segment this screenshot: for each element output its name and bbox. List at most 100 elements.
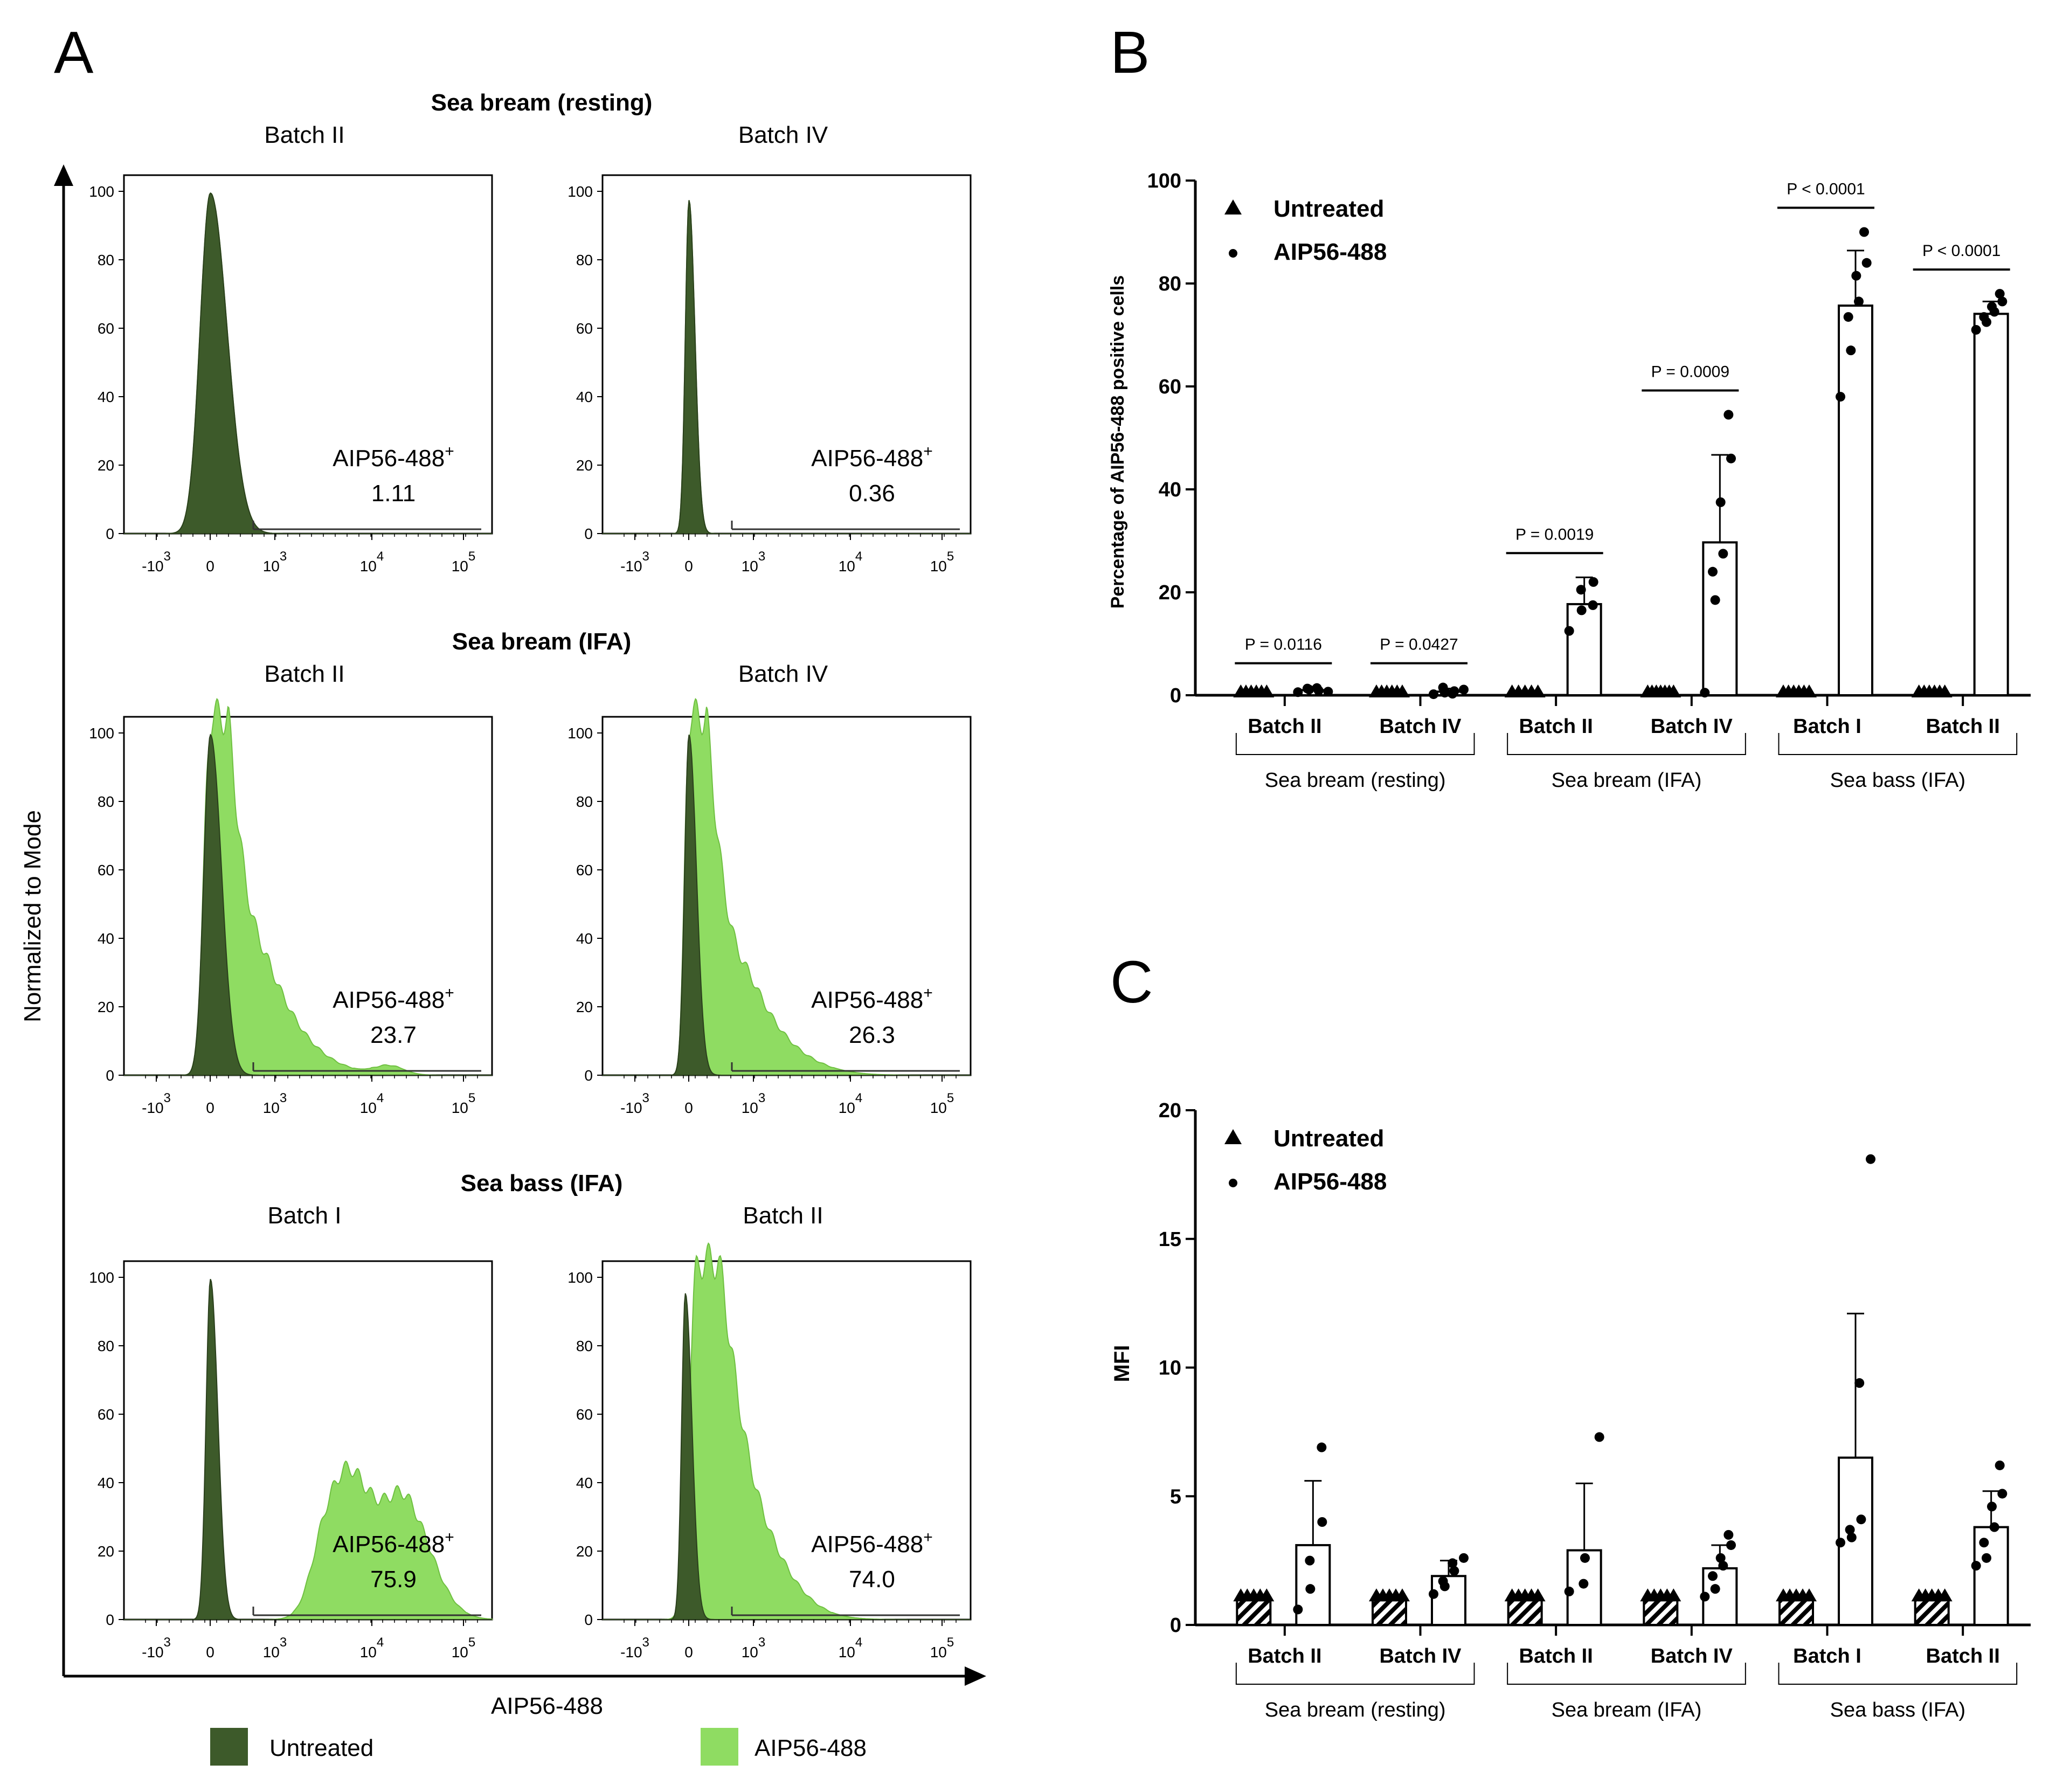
- point-untreated: [1395, 1588, 1410, 1602]
- point-aip56-488: [1576, 585, 1586, 595]
- histogram-y-tick-label: 20: [576, 457, 593, 474]
- group-label: Sea bass (IFA): [1830, 1699, 1965, 1721]
- panel-a-legend: Untreated AIP56-488: [210, 1728, 867, 1766]
- histogram-y-tick-label: 100: [567, 1269, 593, 1286]
- histogram-batch-label: Batch IV: [738, 122, 828, 148]
- histogram-y-tick-label: 100: [89, 1269, 114, 1286]
- histogram-x-tick-label: 103: [263, 549, 287, 575]
- histogram-y-tick-label: 80: [576, 1338, 593, 1354]
- point-aip56-488: [1710, 595, 1720, 605]
- bar-aip56-488: [1702, 541, 1738, 696]
- histogram-x-tick-label: -103: [620, 1091, 649, 1116]
- point-aip56-488: [1459, 684, 1469, 695]
- category-label: Batch II: [1248, 1645, 1321, 1668]
- legend-label-untreated: Untreated: [269, 1735, 373, 1761]
- histogram-x-tick-label: 105: [930, 1635, 954, 1660]
- point-untreated: [1802, 684, 1817, 697]
- histogram-x-tick-label: 0: [684, 558, 693, 575]
- point-aip56-488: [1989, 1522, 1999, 1532]
- point-aip56-488: [1317, 1517, 1327, 1527]
- histogram-plot: 0 20 40 60 80 100 -103 0 103 104 105 AIP56-488+ 0.36: [567, 174, 972, 575]
- bar-untreated: [1914, 1598, 1950, 1626]
- histogram-x-tick-label: -103: [620, 549, 649, 575]
- category-label: Batch I: [1793, 1645, 1861, 1668]
- legend-marker-untreated: [1224, 1129, 1242, 1144]
- point-aip56-488: [1459, 1553, 1469, 1563]
- histogram-frame: [601, 1260, 972, 1621]
- point-aip56-488: [1836, 392, 1845, 402]
- point-aip56-488: [1854, 1378, 1865, 1388]
- legend-label-untreated: Untreated: [1273, 196, 1384, 222]
- histogram-y-tick-label: 20: [98, 999, 114, 1015]
- histogram-untreated-curve: [603, 200, 971, 534]
- point-untreated: [1530, 1588, 1546, 1602]
- point-aip56-488: [1979, 312, 1989, 322]
- histogram-batch-label: Batch II: [264, 661, 344, 687]
- panel-a: Normalized to Mode AIP56-488 Sea bream (…: [19, 89, 986, 1766]
- histogram-y-tick-label: 0: [584, 1067, 593, 1084]
- point-aip56-488: [1854, 296, 1864, 307]
- histogram-x-tick-label: 103: [742, 1635, 766, 1660]
- histogram-y-tick-label: 80: [576, 252, 593, 268]
- histogram-x-tick-label: 0: [206, 558, 214, 575]
- point-aip56-488: [1971, 324, 1981, 335]
- bar-untreated: [1236, 1598, 1272, 1626]
- point-aip56-488: [1580, 1553, 1590, 1563]
- point-aip56-488: [1846, 345, 1856, 356]
- y-tick-label: 15: [1159, 1228, 1181, 1251]
- panel-label-c: C: [1110, 949, 1153, 1015]
- panel-c-chart: 0 5 10 15 20 Batch II Batch IV Batch II Batch IV…: [1159, 1099, 2031, 1721]
- group-bracket: [1507, 1663, 1746, 1685]
- y-tick-label: 40: [1159, 479, 1181, 501]
- significance-label: P = 0.0019: [1515, 525, 1594, 543]
- histogram-y-tick-label: 40: [576, 389, 593, 405]
- point-aip56-488: [1293, 687, 1303, 697]
- point-aip56-488: [1861, 258, 1872, 268]
- point-aip56-488: [1715, 1553, 1726, 1563]
- point-aip56-488: [1594, 1432, 1604, 1442]
- point-aip56-488: [1708, 566, 1718, 577]
- histogram-y-tick-label: 100: [89, 183, 114, 200]
- y-tick-label: 80: [1159, 273, 1181, 295]
- histogram-x-tick-label: 0: [206, 1099, 214, 1116]
- panel-a-x-arrowhead: [965, 1666, 986, 1686]
- histogram-y-tick-label: 100: [567, 183, 593, 200]
- point-aip56-488: [1564, 626, 1574, 636]
- point-aip56-488: [1700, 688, 1710, 698]
- point-aip56-488: [1987, 301, 1997, 312]
- point-aip56-488: [1588, 600, 1598, 610]
- histogram-x-tick-label: 104: [360, 549, 384, 575]
- legend-marker-aip56-488: [1229, 1179, 1237, 1187]
- point-aip56-488: [1564, 1586, 1574, 1596]
- y-tick-label: 100: [1147, 170, 1181, 192]
- histogram-x-tick-label: 0: [684, 1644, 693, 1660]
- point-aip56-488: [1579, 1579, 1589, 1589]
- group-label: Sea bream (resting): [1265, 1699, 1446, 1721]
- panel-a-y-arrowhead: [54, 164, 73, 186]
- histogram-y-tick-label: 60: [576, 862, 593, 878]
- significance-label: P < 0.0001: [1922, 242, 2000, 260]
- histogram-y-tick-label: 100: [567, 725, 593, 742]
- point-aip56-488: [1323, 687, 1333, 697]
- point-aip56-488: [1843, 312, 1853, 322]
- histogram-gate-value: 1.11: [371, 480, 416, 507]
- histogram-y-tick-label: 20: [98, 457, 114, 474]
- legend-marker-aip56-488: [1229, 249, 1237, 258]
- group-bracket: [1235, 733, 1475, 755]
- histogram-x-tick-label: -103: [142, 549, 171, 575]
- point-aip56-488: [1449, 1566, 1459, 1576]
- y-tick-label: 0: [1170, 684, 1181, 707]
- histogram-untreated-curve: [124, 192, 492, 534]
- y-tick-label: 60: [1159, 376, 1181, 398]
- point-aip56-488: [1987, 1502, 1997, 1512]
- histogram-y-tick-label: 80: [98, 1338, 114, 1354]
- y-tick-label: 20: [1159, 1099, 1181, 1122]
- histogram-untreated-curve: [124, 1278, 492, 1620]
- histogram-x-tick-label: 103: [263, 1091, 287, 1116]
- bar-untreated: [1643, 1598, 1679, 1626]
- category-label: Batch IV: [1651, 715, 1733, 738]
- histogram-y-tick-label: 0: [106, 1067, 114, 1084]
- point-aip56-488: [1726, 1540, 1736, 1550]
- histogram-gate-value: 23.7: [370, 1022, 417, 1048]
- histogram-x-tick-label: 0: [206, 1644, 214, 1660]
